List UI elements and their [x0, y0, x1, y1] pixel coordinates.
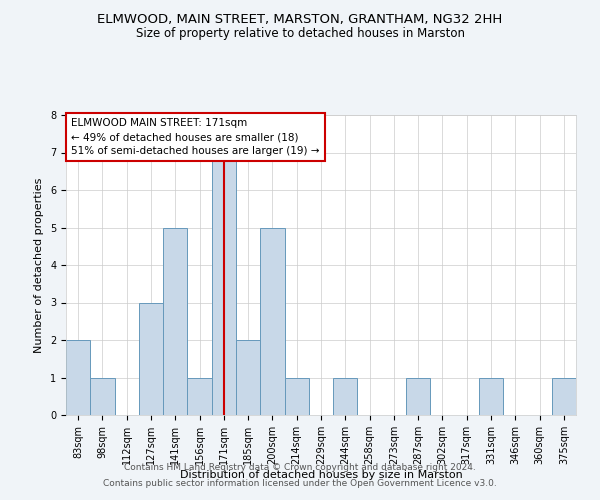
Text: Size of property relative to detached houses in Marston: Size of property relative to detached ho… — [136, 28, 464, 40]
Text: ELMWOOD, MAIN STREET, MARSTON, GRANTHAM, NG32 2HH: ELMWOOD, MAIN STREET, MARSTON, GRANTHAM,… — [97, 12, 503, 26]
Y-axis label: Number of detached properties: Number of detached properties — [34, 178, 44, 352]
Bar — [236, 340, 260, 415]
Bar — [284, 378, 309, 415]
Bar — [66, 340, 90, 415]
Bar — [552, 378, 576, 415]
Bar — [212, 152, 236, 415]
Bar — [479, 378, 503, 415]
Text: ELMWOOD MAIN STREET: 171sqm
← 49% of detached houses are smaller (18)
51% of sem: ELMWOOD MAIN STREET: 171sqm ← 49% of det… — [71, 118, 320, 156]
Bar — [163, 228, 187, 415]
Bar — [187, 378, 212, 415]
Bar — [260, 228, 284, 415]
X-axis label: Distribution of detached houses by size in Marston: Distribution of detached houses by size … — [179, 470, 463, 480]
Bar — [90, 378, 115, 415]
Text: Contains public sector information licensed under the Open Government Licence v3: Contains public sector information licen… — [103, 478, 497, 488]
Bar — [406, 378, 430, 415]
Bar — [333, 378, 358, 415]
Text: Contains HM Land Registry data © Crown copyright and database right 2024.: Contains HM Land Registry data © Crown c… — [124, 464, 476, 472]
Bar — [139, 302, 163, 415]
